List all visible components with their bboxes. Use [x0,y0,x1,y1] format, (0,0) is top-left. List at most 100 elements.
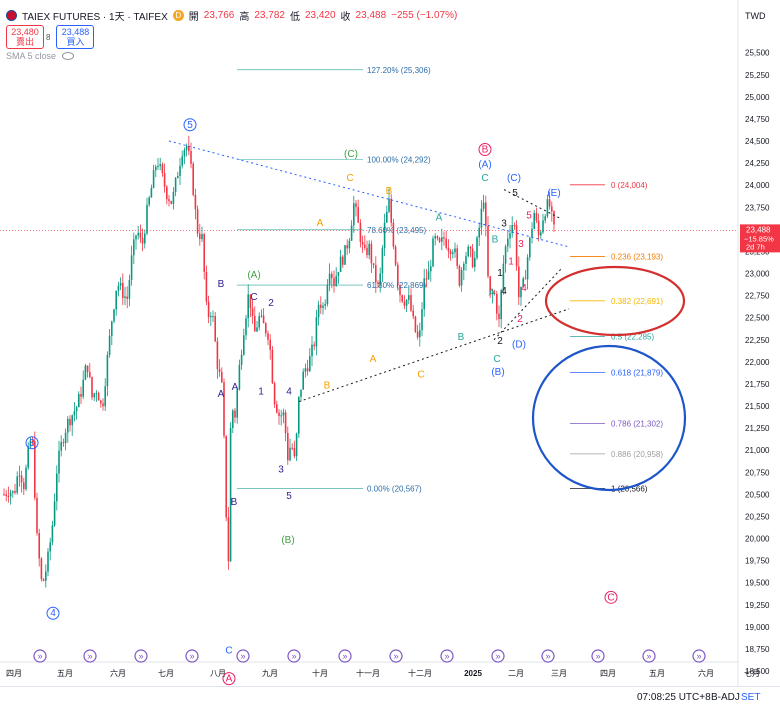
sma-indicator-legend[interactable]: SMA 5 close [6,51,75,61]
candle-body [379,273,381,284]
y-tick-label: 25,500 [745,49,770,58]
wave-circle [46,606,60,620]
candle-body [493,292,496,294]
wave-label: A [436,213,443,224]
event-icon [185,649,199,663]
x-tick-label: 二月 [508,669,524,678]
candle-body [124,296,126,298]
candle-body [185,145,188,150]
candle-body [247,294,249,319]
wave-label: 5 [512,188,518,199]
candle-body [546,199,549,217]
wave-label: 4 [521,283,527,294]
adjustment-toggle[interactable]: B-ADJ [711,692,740,703]
candle-body [471,248,474,268]
candle-body [397,264,399,286]
symbol-title[interactable]: TAIEX FUTURES · 1天 · TAIFEX [22,12,168,23]
wave-circle [183,118,197,132]
candle-body [225,435,227,518]
candle-body [452,252,454,255]
candle-body [236,389,238,418]
candle-body [328,273,331,285]
candle-body [9,492,12,497]
sell-button[interactable]: 23,480 賣出 [6,25,44,49]
buy-label: 買入 [66,37,85,47]
candle-body [12,491,14,493]
candle-body [416,331,419,338]
wave-label: A [370,354,377,365]
candle-body [366,247,368,256]
event-icon-glyph: » [87,651,92,661]
candle-body [300,389,302,397]
y-tick-label: 18,500 [745,667,770,676]
y-tick-label: 18,750 [745,645,770,654]
candle-body [394,246,397,265]
wave-label: (D) [512,340,526,351]
candle-body [456,248,458,266]
candle-body [383,222,386,249]
candle-body [348,240,351,249]
fib-level-label: 0.236 (23,193) [611,252,663,261]
y-tick-label: 19,750 [745,557,770,566]
fib-level-label: 0.786 (21,302) [611,419,663,428]
candle-body [148,197,150,205]
wave-label: 2 [268,298,274,309]
candle-body [309,356,311,372]
y-tick-label: 23,750 [745,203,770,212]
candle-body [326,284,329,305]
wave-label: (A) [478,160,491,171]
candle-body [130,255,133,280]
candle-body [419,330,421,338]
y-tick-label: 20,750 [745,468,770,477]
candle-body [342,256,344,265]
candle-body [20,475,23,483]
candle-body [320,304,322,308]
event-icon [338,649,352,663]
candle-body [381,248,384,274]
candle-body [122,282,124,298]
candle-body [414,316,417,332]
settlement-toggle[interactable]: SET [741,692,761,703]
price-chart[interactable]: 25,500 25,250 25,000 24,750 24,500 24,250 24,0… [0,0,780,686]
last-price-tag [740,224,780,253]
order-buttons: 23,480 賣出 8 23,488 買入 [6,25,95,49]
eye-icon[interactable] [62,52,75,60]
candle-body [515,225,518,267]
candle-body [168,199,170,202]
event-icon [236,649,250,663]
candle-body [58,450,60,474]
wave-label: A [218,389,225,400]
wave-label: 2 [517,314,523,325]
taiwan-flag-icon [6,10,17,21]
candle-body [174,178,177,192]
y-tick-label: 20,500 [745,490,770,499]
candle-body [390,198,392,223]
candle-body [210,316,212,318]
annotation-ellipse [544,265,686,337]
candle-body [113,309,115,322]
clock[interactable]: 07:08:25 UTC+8 [637,692,711,703]
candle-body [152,170,155,188]
candle-body [498,313,500,320]
candle-body [496,293,498,314]
wave-label: (E) [547,188,560,199]
candle-body [135,235,137,240]
currency-label[interactable]: TWD [745,11,766,21]
candle-body [392,222,395,247]
candle-body [520,286,522,298]
candle-body [454,248,456,253]
low-label: 低 [289,12,300,23]
change-value: −255 (−1.07%) [391,10,458,21]
event-icon-glyph: » [342,651,347,661]
y-tick-label: 23,000 [745,270,770,279]
wave-label: A [232,382,239,393]
wave-label: C [607,592,614,603]
candle-body [133,239,135,256]
trendline [168,140,570,248]
buy-button[interactable]: 23,488 買入 [56,25,95,49]
candle-body [3,494,5,496]
candle-body [205,271,208,302]
candle-body [141,237,144,244]
sell-price: 23,480 [11,27,39,37]
candle-body [331,273,333,279]
